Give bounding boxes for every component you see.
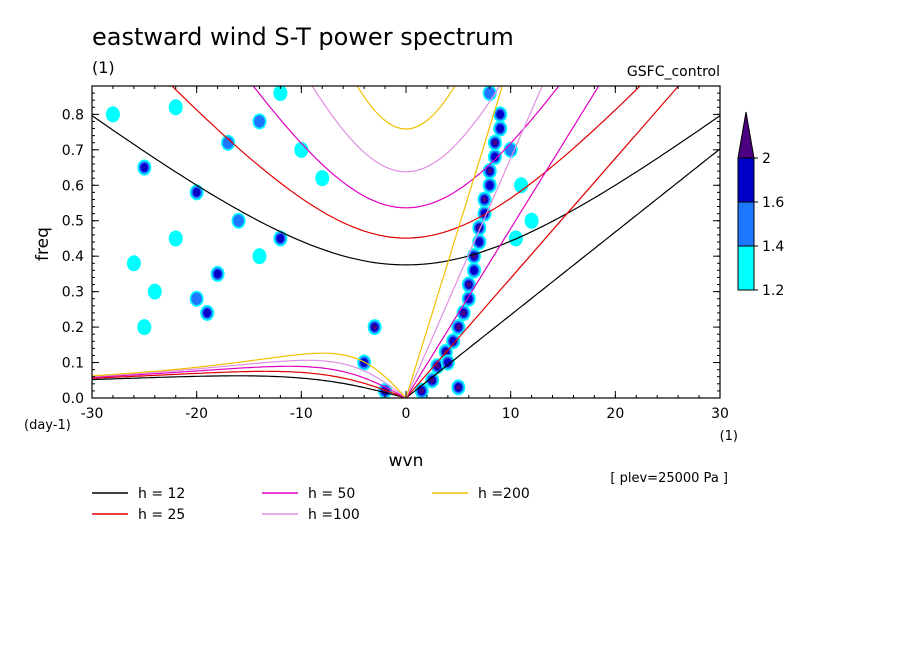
colorbar-label: 1.4 [762,239,784,255]
gravity-curve-200 [356,86,456,130]
plot-area: -30 -20 -10 0 10 20 30 0.0 0.1 0.2 0.3 0.4 0.5 0.6 0.7… [62,85,729,422]
y-axis-label: freq [33,227,53,261]
spectral-blob [126,255,141,272]
kelvin-curve-25 [405,86,680,398]
spectral-blob [482,196,487,203]
spectral-blob [203,308,212,318]
kelvin-curve-12 [405,148,720,398]
colorbar-label: 1.6 [762,195,784,211]
y-tick-label: 0.5 [62,214,84,230]
y-tick-label: 0.4 [62,249,84,265]
spectral-blob [464,294,473,304]
spectral-blob [435,363,440,369]
plev-annotation: [ plev=25000 Pa ] [610,471,728,486]
spectral-blob [491,152,499,162]
spectral-blob [449,336,458,346]
x-axis-unit: (1) [720,429,738,444]
rossby-curve-100 [92,359,407,398]
spectral-blob [485,180,494,190]
spectral-blob [443,358,452,368]
spectral-blob [276,233,285,243]
spectral-blob [470,265,478,275]
legend-label: h = 12 [138,486,185,502]
x-axis-label: wvn [389,451,424,471]
y-tick-label: 0.1 [62,356,84,372]
spectral-blob [475,237,484,247]
x-tick-label: -10 [290,406,313,422]
legend: h = 12 h = 25 h = 50 h =100 h =200 [92,486,530,523]
spectral-blob [168,99,183,116]
rossby-curve-200 [92,352,407,398]
y-tick-label: 0.8 [62,107,84,123]
x-tick-label: 0 [402,406,411,422]
spectral-blob [315,170,330,187]
spectral-blob [524,212,539,229]
colorbar-arrow [737,111,755,159]
y-axis-unit: (day-1) [24,418,71,433]
spectral-blob [455,384,461,391]
chart-subtitle-left: (1) [92,58,115,77]
legend-label: h =200 [478,486,530,502]
rossby-curve-12 [92,375,407,398]
kelvin-curve-50 [405,86,600,398]
spectral-blob [137,319,152,336]
spectral-blob [273,86,288,102]
y-tick-label: 0.2 [62,320,84,336]
spectral-blob [140,163,149,173]
x-tick-label: -30 [81,406,104,422]
gravity-curve-12 [92,115,720,266]
y-tick-label: 0.7 [62,143,84,159]
spectral-blob [461,310,466,316]
spectral-blob [252,248,267,265]
gravity-curve-100 [311,86,501,173]
spectral-blob [294,141,309,158]
spectral-blob [487,168,493,174]
spectral-blob [168,230,183,247]
y-tick-label: 0.3 [62,285,84,301]
spectral-blob [484,86,496,100]
spectral-blob [496,124,505,134]
spectral-blob [105,106,120,123]
legend-label: h =100 [308,507,360,523]
plot-inner [92,86,720,398]
legend-label: h = 25 [138,507,185,523]
plot-frame [91,85,721,399]
gravity-curve-25 [171,86,641,239]
chart-subtitle-right: GSFC_control [627,64,720,80]
spectral-blob [466,281,472,288]
rossby-curve-50 [92,365,407,398]
y-tick-label: 0.6 [62,178,84,194]
spectral-blob [419,388,425,394]
spectral-blob [222,136,234,149]
rossby-curve-25 [92,370,407,398]
colorbar: 2 1.6 1.4 1.2 [737,111,784,299]
colorbar-swatch [737,157,755,203]
spectral-blob [496,109,505,119]
spectral-blob [254,115,265,128]
spectral-blob [213,269,222,279]
spectral-blob [492,140,498,146]
spectral-blob [514,177,529,194]
spectral-blob [191,292,203,305]
x-tick-label: -20 [185,406,208,422]
colorbar-swatch [737,245,755,291]
kelvin-curve-200 [405,86,503,398]
x-tick-label: 10 [502,406,520,422]
kelvin-curve-100 [405,86,543,398]
spectral-blob [455,324,461,330]
gravity-curve-50 [252,86,560,209]
colorbar-label: 1.2 [762,283,784,299]
chart-title: eastward wind S-T power spectrum [92,23,514,51]
spectral-blob [147,283,162,300]
spectral-blob [372,324,377,330]
colorbar-swatch [737,201,755,247]
spectral-blob [192,187,201,197]
colorbar-label: 2 [762,151,771,167]
y-tick-label: 0.0 [62,391,84,407]
x-tick-label: 20 [606,406,624,422]
spectral-blob [233,214,244,227]
legend-label: h = 50 [308,486,355,502]
x-tick-label: 30 [711,406,729,422]
